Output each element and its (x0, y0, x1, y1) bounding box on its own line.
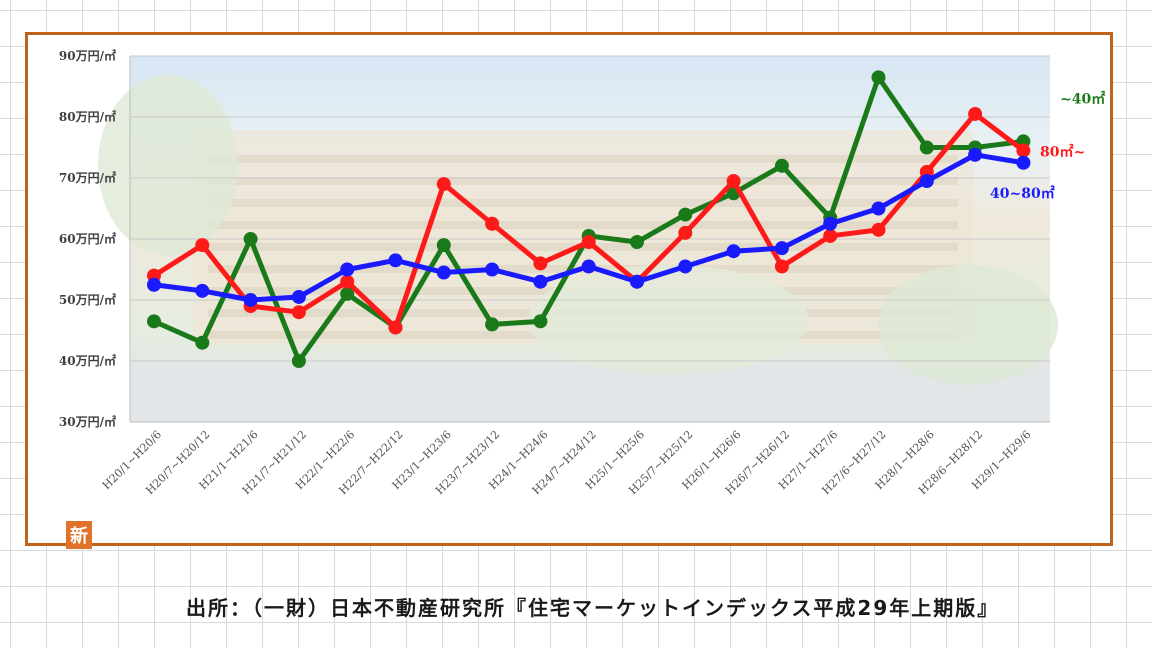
data-point (968, 147, 983, 162)
data-point (726, 174, 741, 189)
data-point (485, 216, 500, 231)
data-point (388, 253, 403, 268)
background-building-floor (208, 177, 958, 185)
line-chart: 30万円/㎡ 40万円/㎡ 50万円/㎡ 60万円/㎡ 70万円/㎡ 80万円/㎡ 90万円… (59, 48, 1105, 497)
chart-frame: 30万円/㎡ 40万円/㎡ 50万円/㎡ 60万円/㎡ 70万円/㎡ 80万円/㎡ 90万円… (25, 32, 1113, 549)
data-point (195, 238, 210, 253)
data-point (823, 228, 838, 243)
data-point (581, 259, 596, 274)
data-point (147, 314, 161, 329)
background-building-floor (208, 199, 958, 207)
series-label: 80㎡~ (1040, 144, 1085, 161)
data-point (340, 262, 355, 277)
data-point (436, 265, 451, 280)
data-point (533, 256, 548, 271)
data-point (243, 232, 258, 246)
data-point (919, 174, 934, 189)
background-tree (528, 265, 808, 375)
data-point (436, 177, 451, 192)
y-tick-label: 90万円/㎡ (59, 48, 116, 63)
data-point (291, 354, 306, 368)
series-label: 40~80㎡ (990, 185, 1055, 202)
data-point (1016, 143, 1031, 158)
data-point (968, 106, 983, 121)
data-point (485, 317, 500, 332)
data-point (340, 286, 355, 301)
data-point (533, 314, 548, 329)
data-point (726, 244, 741, 259)
data-point (291, 289, 306, 304)
data-point (774, 259, 789, 274)
data-point (388, 320, 403, 335)
data-point (195, 335, 210, 350)
series-label: ~40㎡ (1060, 90, 1105, 107)
y-tick-label: 50万円/㎡ (59, 292, 116, 307)
data-point (581, 235, 596, 250)
data-point (774, 158, 789, 173)
data-point (774, 241, 789, 256)
data-point (823, 216, 838, 231)
background-cars (130, 365, 1050, 422)
data-point (678, 225, 693, 240)
y-tick-label: 70万円/㎡ (59, 170, 116, 185)
data-point (678, 207, 693, 222)
data-point (291, 305, 306, 320)
data-point (678, 259, 693, 274)
data-point (195, 283, 210, 298)
background-building-floor (208, 221, 958, 229)
data-point (871, 222, 886, 237)
y-tick-label: 80万円/㎡ (59, 109, 116, 124)
new-badge: 新 (66, 521, 92, 549)
data-point (871, 201, 886, 216)
data-point (1016, 155, 1031, 170)
background-tree (98, 75, 238, 255)
background-tree (878, 265, 1058, 385)
data-point (630, 235, 644, 250)
data-point (533, 274, 548, 289)
data-point (630, 274, 644, 289)
data-point (919, 140, 934, 155)
data-point (340, 274, 355, 289)
data-point (147, 277, 161, 292)
y-tick-label: 40万円/㎡ (59, 353, 116, 368)
data-point (436, 238, 451, 253)
y-tick-label: 30万円/㎡ (59, 414, 116, 429)
source-note: 出所：（一財）日本不動産研究所『住宅マーケットインデックス平成29年上期版』 (186, 596, 1000, 620)
data-point (871, 70, 886, 85)
data-point (243, 293, 258, 307)
background-building-floor (208, 155, 958, 163)
data-point (485, 262, 500, 277)
y-tick-label: 60万円/㎡ (59, 231, 116, 246)
